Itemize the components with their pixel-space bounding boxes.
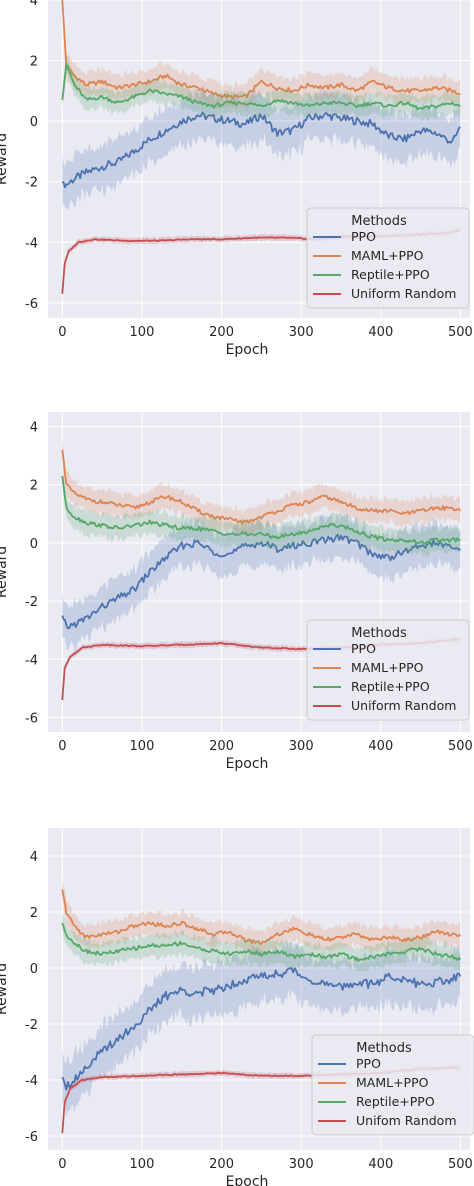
y-tick-label: -4 — [25, 653, 38, 668]
series-maml-ppo-line — [61, 889, 462, 945]
y-tick-label: -4 — [25, 236, 38, 251]
series-reptile-ppo-line — [61, 922, 462, 963]
series-ppo-line — [61, 533, 462, 630]
x-tick-label: 0 — [58, 325, 66, 340]
legend-entry: MAML+PPO — [351, 248, 424, 263]
legend-entry: Uniform Random — [351, 286, 456, 301]
y-tick-label: -4 — [25, 1074, 38, 1089]
series-ppo-band — [62, 85, 461, 211]
x-tick-label: 100 — [130, 1157, 155, 1172]
y-tick-label: 4 — [30, 850, 38, 865]
x-tick-label: 200 — [209, 1157, 234, 1172]
y-axis-label: Reward — [0, 546, 10, 598]
legend-entry: PPO — [351, 229, 376, 244]
legend-entry: PPO — [356, 1056, 381, 1071]
y-tick-label: 2 — [30, 55, 38, 70]
series-maml-ppo-band — [62, 439, 461, 537]
x-tick-label: 400 — [368, 325, 393, 340]
legend-entry: Reptile+PPO — [356, 1094, 435, 1109]
grid — [48, 412, 470, 732]
x-axis-label: Epoch — [226, 1174, 269, 1186]
x-tick-label: 100 — [130, 325, 155, 340]
legend-title: Methods — [351, 626, 407, 641]
x-axis-label: Epoch — [226, 342, 269, 358]
y-axis-label: Reward — [0, 963, 10, 1015]
y-tick-label: 0 — [30, 115, 38, 130]
legend-entry: Reptile+PPO — [351, 679, 430, 694]
x-tick-label: 300 — [289, 739, 314, 754]
series-reptile-ppo-band — [62, 467, 461, 558]
x-tick-label: 200 — [209, 739, 234, 754]
y-axis-label: Reward — [0, 133, 10, 185]
y-tick-label: -6 — [25, 297, 38, 312]
series-reptile-ppo-line — [61, 475, 461, 545]
reward-chart-2: 0 100 200 300 400 500 -6 -4 -2 0 2 4 Epoch Reward Meth… — [0, 412, 473, 772]
x-tick-label: 500 — [448, 1157, 473, 1172]
y-tick-label: -6 — [25, 1130, 38, 1145]
y-tick-label: -6 — [25, 711, 38, 726]
reward-chart-3: 0 100 200 300 400 500 -6 -4 -2 0 2 4 Epoch Reward Meth… — [0, 828, 474, 1186]
series-reptile-ppo-band — [62, 914, 461, 972]
x-tick-label: 400 — [368, 1157, 393, 1172]
legend-title: Methods — [351, 214, 407, 229]
x-tick-label: 500 — [448, 739, 473, 754]
y-tick-label: 0 — [30, 537, 38, 552]
x-tick-label: 100 — [130, 739, 155, 754]
x-tick-label: 0 — [58, 739, 66, 754]
legend-box — [306, 207, 470, 309]
series-maml-ppo-band — [62, 0, 461, 112]
legend-entry: Reptile+PPO — [351, 267, 430, 282]
legend-entry: PPO — [351, 641, 376, 656]
y-tick-label: 4 — [30, 421, 38, 436]
legend-entry: MAML+PPO — [351, 660, 424, 675]
series-maml-ppo-line — [61, 0, 461, 100]
y-tick-label: 2 — [30, 906, 38, 921]
legend-entry: Uniform Random — [351, 698, 456, 713]
series-reptile-ppo-line — [61, 63, 461, 111]
x-tick-label: 0 — [58, 1157, 66, 1172]
y-tick-label: 2 — [30, 479, 38, 494]
x-tick-label: 200 — [209, 325, 234, 340]
legend-title: Methods — [356, 1041, 412, 1056]
x-tick-label: 300 — [289, 1157, 314, 1172]
y-tick-label: 4 — [30, 0, 38, 9]
legend-box — [306, 619, 470, 721]
x-tick-label: 500 — [448, 325, 473, 340]
y-tick-label: 0 — [30, 962, 38, 977]
legend-entry: MAML+PPO — [356, 1075, 429, 1090]
y-tick-label: -2 — [25, 1018, 38, 1033]
legend-entry: Unifom Random — [356, 1113, 457, 1128]
series-ppo-line — [61, 111, 461, 189]
y-tick-label: -2 — [25, 595, 38, 610]
legend-box — [311, 1034, 474, 1136]
x-axis-label: Epoch — [226, 756, 269, 772]
y-tick-label: -2 — [25, 176, 38, 191]
x-tick-label: 400 — [368, 739, 393, 754]
series-ppo-line — [61, 967, 462, 1091]
reward-chart-1: 0 100 200 300 400 500 -6 -4 -2 0 2 4 Epoch Reward Meth… — [0, 0, 473, 358]
x-tick-label: 300 — [289, 325, 314, 340]
series-maml-ppo-line — [61, 449, 462, 525]
